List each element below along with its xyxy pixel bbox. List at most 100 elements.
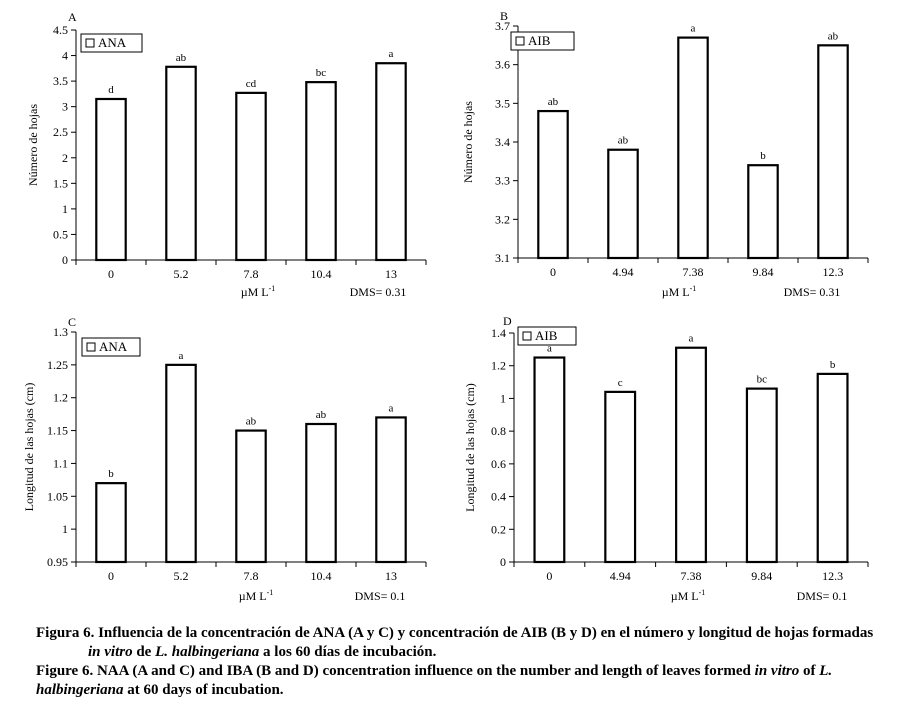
panel-a-letter: A xyxy=(68,10,77,24)
panel-a-y-tick-label: 4.5 xyxy=(53,23,68,37)
panel-b-bar xyxy=(747,164,779,260)
caption-es-text3: a los 60 días de incubación. xyxy=(259,644,437,660)
panel-b-legend-swatch xyxy=(515,36,525,46)
panel-c-x-tick-label: 13 xyxy=(385,569,397,583)
caption-en-italic1: in vitro xyxy=(754,663,800,679)
panel-b-bar xyxy=(817,44,849,260)
panel-b-x-tick-label: 9.84 xyxy=(753,265,774,279)
panel-c-bar-letter: ab xyxy=(246,416,257,428)
panel-d-bar xyxy=(604,390,637,564)
panel-b-x-tick-label: 4.94 xyxy=(613,265,634,279)
panel-c-y-tick-label: 1.25 xyxy=(47,358,68,372)
panel-a-y-tick-label: 0.5 xyxy=(53,227,68,241)
caption-es-italic1: in vitro xyxy=(88,644,133,660)
panel-a-legend-box xyxy=(80,33,143,53)
panel-c-bar xyxy=(375,416,407,564)
panel-d-bar xyxy=(675,346,707,564)
panel-c-y-tick-label: 1.15 xyxy=(47,424,68,438)
panel-b-y-tick-label: 3.6 xyxy=(495,58,510,72)
panel-d-bar xyxy=(745,387,778,564)
panel-b-x-tick-label: 0 xyxy=(550,265,556,279)
figure-charts: 00.511.522.533.544.5d0ab5.2cd7.8bc10.4a1… xyxy=(22,9,869,603)
caption-en-text2: of xyxy=(799,663,820,679)
panel-c-x-axis-title: µM L-1 xyxy=(239,588,274,603)
panel-d-y-tick-label: 0.2 xyxy=(491,522,506,536)
panel-a-x-axis-title: µM L-1 xyxy=(241,284,276,299)
panel-a-legend-label: ANA xyxy=(98,35,127,50)
panel-c-bar-letter: ab xyxy=(316,409,327,421)
panel-a-y-tick-label: 2 xyxy=(62,151,68,165)
panel-d-bar-letter: a xyxy=(689,333,694,345)
panel-b-y-tick-label: 3.4 xyxy=(495,135,510,149)
panel-b-y-axis-title: Número de hojas xyxy=(461,101,475,183)
panel-d-bar-letter: a xyxy=(547,343,552,355)
panel-b-letter: B xyxy=(500,9,508,23)
panel-c-x-tick-label: 0 xyxy=(108,569,114,583)
panel-b-x-tick-label: 7.38 xyxy=(683,265,704,279)
panel-d-bar-letter: bc xyxy=(757,374,768,386)
panel-a-y-tick-label: 3.5 xyxy=(53,74,68,88)
panel-a-x-tick-label: 0 xyxy=(108,267,114,281)
panel-a-bar-letter: ab xyxy=(176,52,187,64)
panel-a-x-tick-label: 10.4 xyxy=(311,267,332,281)
caption-es-italic2: L. halbingeriana xyxy=(155,644,260,660)
panel-d-y-tick-label: 0 xyxy=(500,555,506,569)
caption-es-label: Figura 6. xyxy=(36,625,95,641)
caption-en-italic2: L. halbingeriana xyxy=(36,663,833,698)
caption-english: Figure 6. NAA (A and C) and IBA (B and D… xyxy=(36,662,896,700)
panel-c-y-tick-label: 1.1 xyxy=(53,456,68,470)
panel-d-y-tick-label: 1.2 xyxy=(491,359,506,373)
panel-b-y-tick-label: 3.3 xyxy=(495,174,510,188)
panel-d-x-tick-label: 9.84 xyxy=(751,569,772,583)
panel-d-bar xyxy=(533,356,566,564)
panel-c-y-tick-label: 1 xyxy=(62,522,68,536)
panel-a-y-axis-title: Número de hojas xyxy=(26,104,40,186)
panel-c-dms-label: DMS= 0.1 xyxy=(355,589,406,603)
panel-d-y-tick-label: 1 xyxy=(500,391,506,405)
panel-d-y-tick-label: 0.6 xyxy=(491,457,506,471)
panel-c-legend-swatch xyxy=(86,342,96,352)
panel-b-dms-label: DMS= 0.31 xyxy=(784,285,841,299)
panel-c-y-tick-label: 1.2 xyxy=(53,391,68,405)
caption-en-text1: NAA (A and C) and IBA (B and D) concentr… xyxy=(93,663,755,679)
panel-b-bar-letter: b xyxy=(760,150,766,162)
panel-a-legend-swatch xyxy=(85,38,95,48)
panel-a-bar xyxy=(235,91,267,262)
panel-b-x-tick-label: 12.3 xyxy=(823,265,844,279)
panel-d-y-tick-label: 0.8 xyxy=(491,424,506,438)
panel-c-bar xyxy=(165,363,197,564)
panel-a-dms-label: DMS= 0.31 xyxy=(350,285,407,299)
panel-a-bar xyxy=(95,97,127,262)
panel-c-legend-label: ANA xyxy=(99,339,128,354)
panel-b-y-tick-label: 3.5 xyxy=(495,96,510,110)
caption-en-label: Figure 6. xyxy=(36,663,94,679)
panel-c-x-tick-label: 5.2 xyxy=(174,569,189,583)
panel-b-bar xyxy=(537,109,569,260)
panel-d-legend-swatch xyxy=(522,331,532,341)
panel-c-bar-letter: a xyxy=(389,402,394,414)
panel-d-y-tick-label: 1.4 xyxy=(491,326,506,340)
panel-a-x-tick-label: 13 xyxy=(385,267,397,281)
panel-c-y-tick-label: 1.3 xyxy=(53,325,68,339)
panel-c-bar xyxy=(95,482,127,564)
panel-c-bar-letter: a xyxy=(179,350,184,362)
panel-c-x-tick-label: 7.8 xyxy=(244,569,259,583)
panel-a-bar-letter: bc xyxy=(316,67,327,79)
panel-b-bar xyxy=(607,148,639,260)
panel-c-y-tick-label: 1.05 xyxy=(47,489,68,503)
panel-a-x-tick-label: 7.8 xyxy=(244,267,259,281)
panel-a-bar xyxy=(165,65,197,262)
panel-c-y-tick-label: 0.95 xyxy=(47,555,68,569)
caption-en-text3: at 60 days of incubation. xyxy=(123,682,284,698)
panel-a-y-tick-label: 1.5 xyxy=(53,176,68,190)
panel-d-legend-box xyxy=(517,326,577,346)
panel-b-bar xyxy=(677,36,709,260)
panel-b-y-tick-label: 3.1 xyxy=(495,251,510,265)
panel-c-bar xyxy=(235,429,267,564)
panel-c-letter: C xyxy=(68,315,76,329)
panel-a-bar-letter: d xyxy=(108,84,114,96)
panel-b-bar-letter: ab xyxy=(548,96,559,108)
caption-spanish: Figura 6. Influencia de la concentración… xyxy=(36,624,896,662)
panel-d-x-tick-label: 4.94 xyxy=(610,569,631,583)
panel-a-y-tick-label: 0 xyxy=(62,253,68,267)
